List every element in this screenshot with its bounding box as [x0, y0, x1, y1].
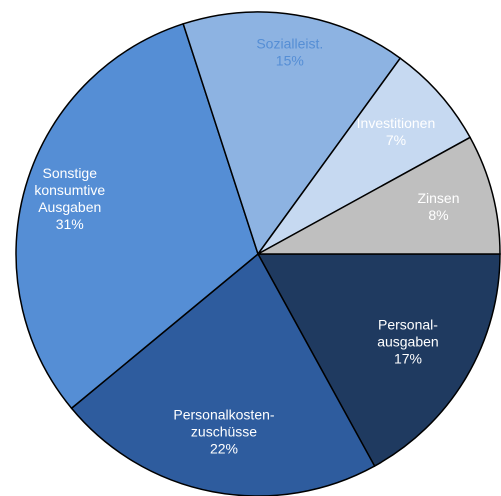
slice-value-label: 15%	[276, 52, 304, 68]
slice-label-line: Personalkosten-	[173, 406, 275, 422]
slice-label-line: Investitionen	[357, 115, 436, 131]
slice-value-label: 17%	[394, 350, 422, 366]
slice-label: Sonstige konsumtive Ausgaben 31%	[34, 165, 105, 232]
slice-label-line: ausgaben	[377, 333, 439, 349]
slice-label: Investitionen 7%	[357, 115, 436, 148]
slice-label-line: Personal-	[378, 316, 438, 332]
slice-label: Personal-ausgaben 17%	[377, 316, 439, 366]
slice-value-label: 8%	[428, 207, 448, 223]
slice-label: Personalkosten-zuschüsse 22%	[173, 406, 275, 456]
slice-label-line: Zinsen	[417, 190, 459, 206]
slice-label-line: Ausgaben	[38, 199, 101, 215]
pie-slice	[182, 11, 402, 256]
slice-value-label: 7%	[386, 132, 406, 148]
pie-slice	[257, 57, 472, 255]
slice-label: Sozialleist. 15%	[256, 35, 323, 68]
slice-label: Zinsen 8%	[417, 190, 459, 223]
pie-slice	[256, 253, 501, 468]
slice-value-label: 22%	[210, 440, 238, 456]
pie-slice	[70, 252, 376, 496]
slice-label-line: Sozialleist.	[256, 35, 323, 51]
slice-label-line: zuschüsse	[191, 423, 257, 439]
slice-value-label: 31%	[56, 216, 84, 232]
slice-label-line: konsumtive	[34, 182, 105, 198]
pie-slice	[15, 22, 259, 410]
pie-slice	[257, 136, 501, 255]
slice-label-line: Sonstige	[43, 165, 98, 181]
